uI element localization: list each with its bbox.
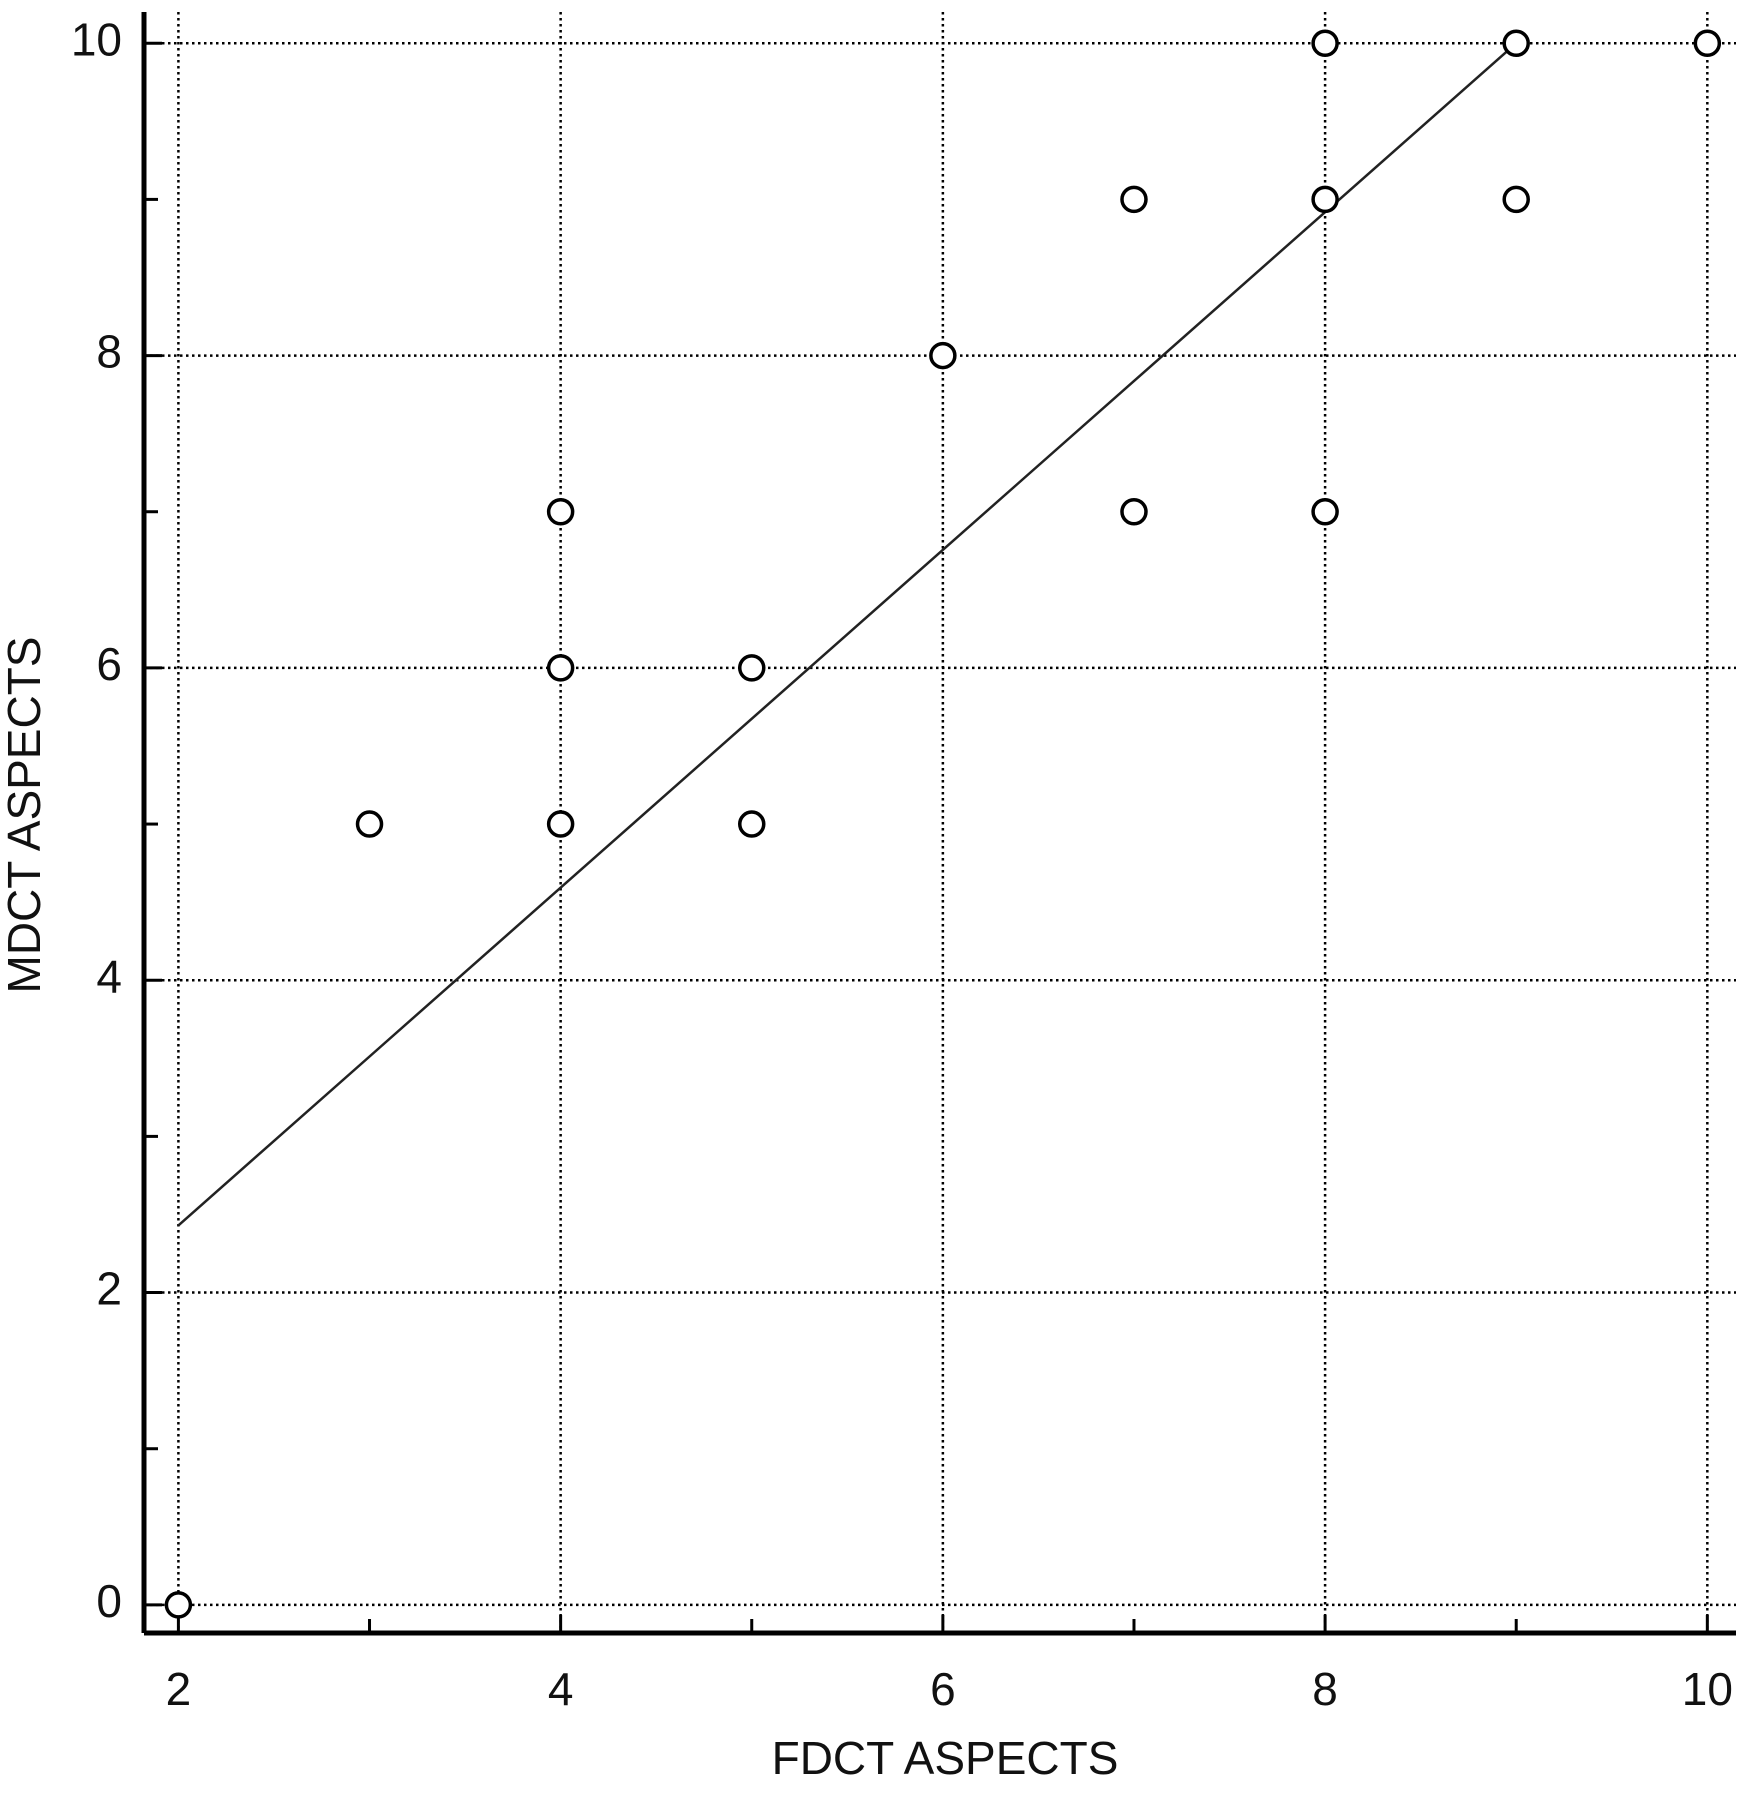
point xyxy=(1311,185,1339,214)
point xyxy=(1120,497,1148,526)
x-tick-label: 2 xyxy=(166,1663,192,1715)
point xyxy=(1120,185,1148,214)
point xyxy=(1311,497,1339,526)
y-axis-label: MDCT ASPECTS xyxy=(0,637,50,994)
point xyxy=(738,654,766,682)
point xyxy=(355,810,384,838)
point xyxy=(546,497,575,526)
point xyxy=(1502,29,1530,57)
point xyxy=(738,810,766,838)
y-tick-label: 2 xyxy=(96,1263,122,1315)
point xyxy=(929,341,957,370)
fit-line xyxy=(177,42,1518,1227)
x-tick-label: 4 xyxy=(548,1663,574,1715)
point xyxy=(164,1591,193,1619)
y-tick-label: 8 xyxy=(96,326,122,378)
y-tick-label: 10 xyxy=(71,13,122,65)
x-tick-label: 10 xyxy=(1682,1663,1733,1715)
x-tick-label: 6 xyxy=(930,1663,956,1715)
point xyxy=(546,810,575,838)
y-tick-label: 0 xyxy=(96,1575,122,1627)
point xyxy=(1693,29,1722,57)
y-tick-label: 4 xyxy=(96,950,122,1002)
y-tick-label: 6 xyxy=(96,638,122,690)
point xyxy=(1502,185,1530,214)
point xyxy=(546,654,575,682)
x-tick-label: 8 xyxy=(1312,1663,1338,1715)
x-axis-label: FDCT ASPECTS xyxy=(772,1732,1119,1784)
point xyxy=(1311,29,1339,57)
